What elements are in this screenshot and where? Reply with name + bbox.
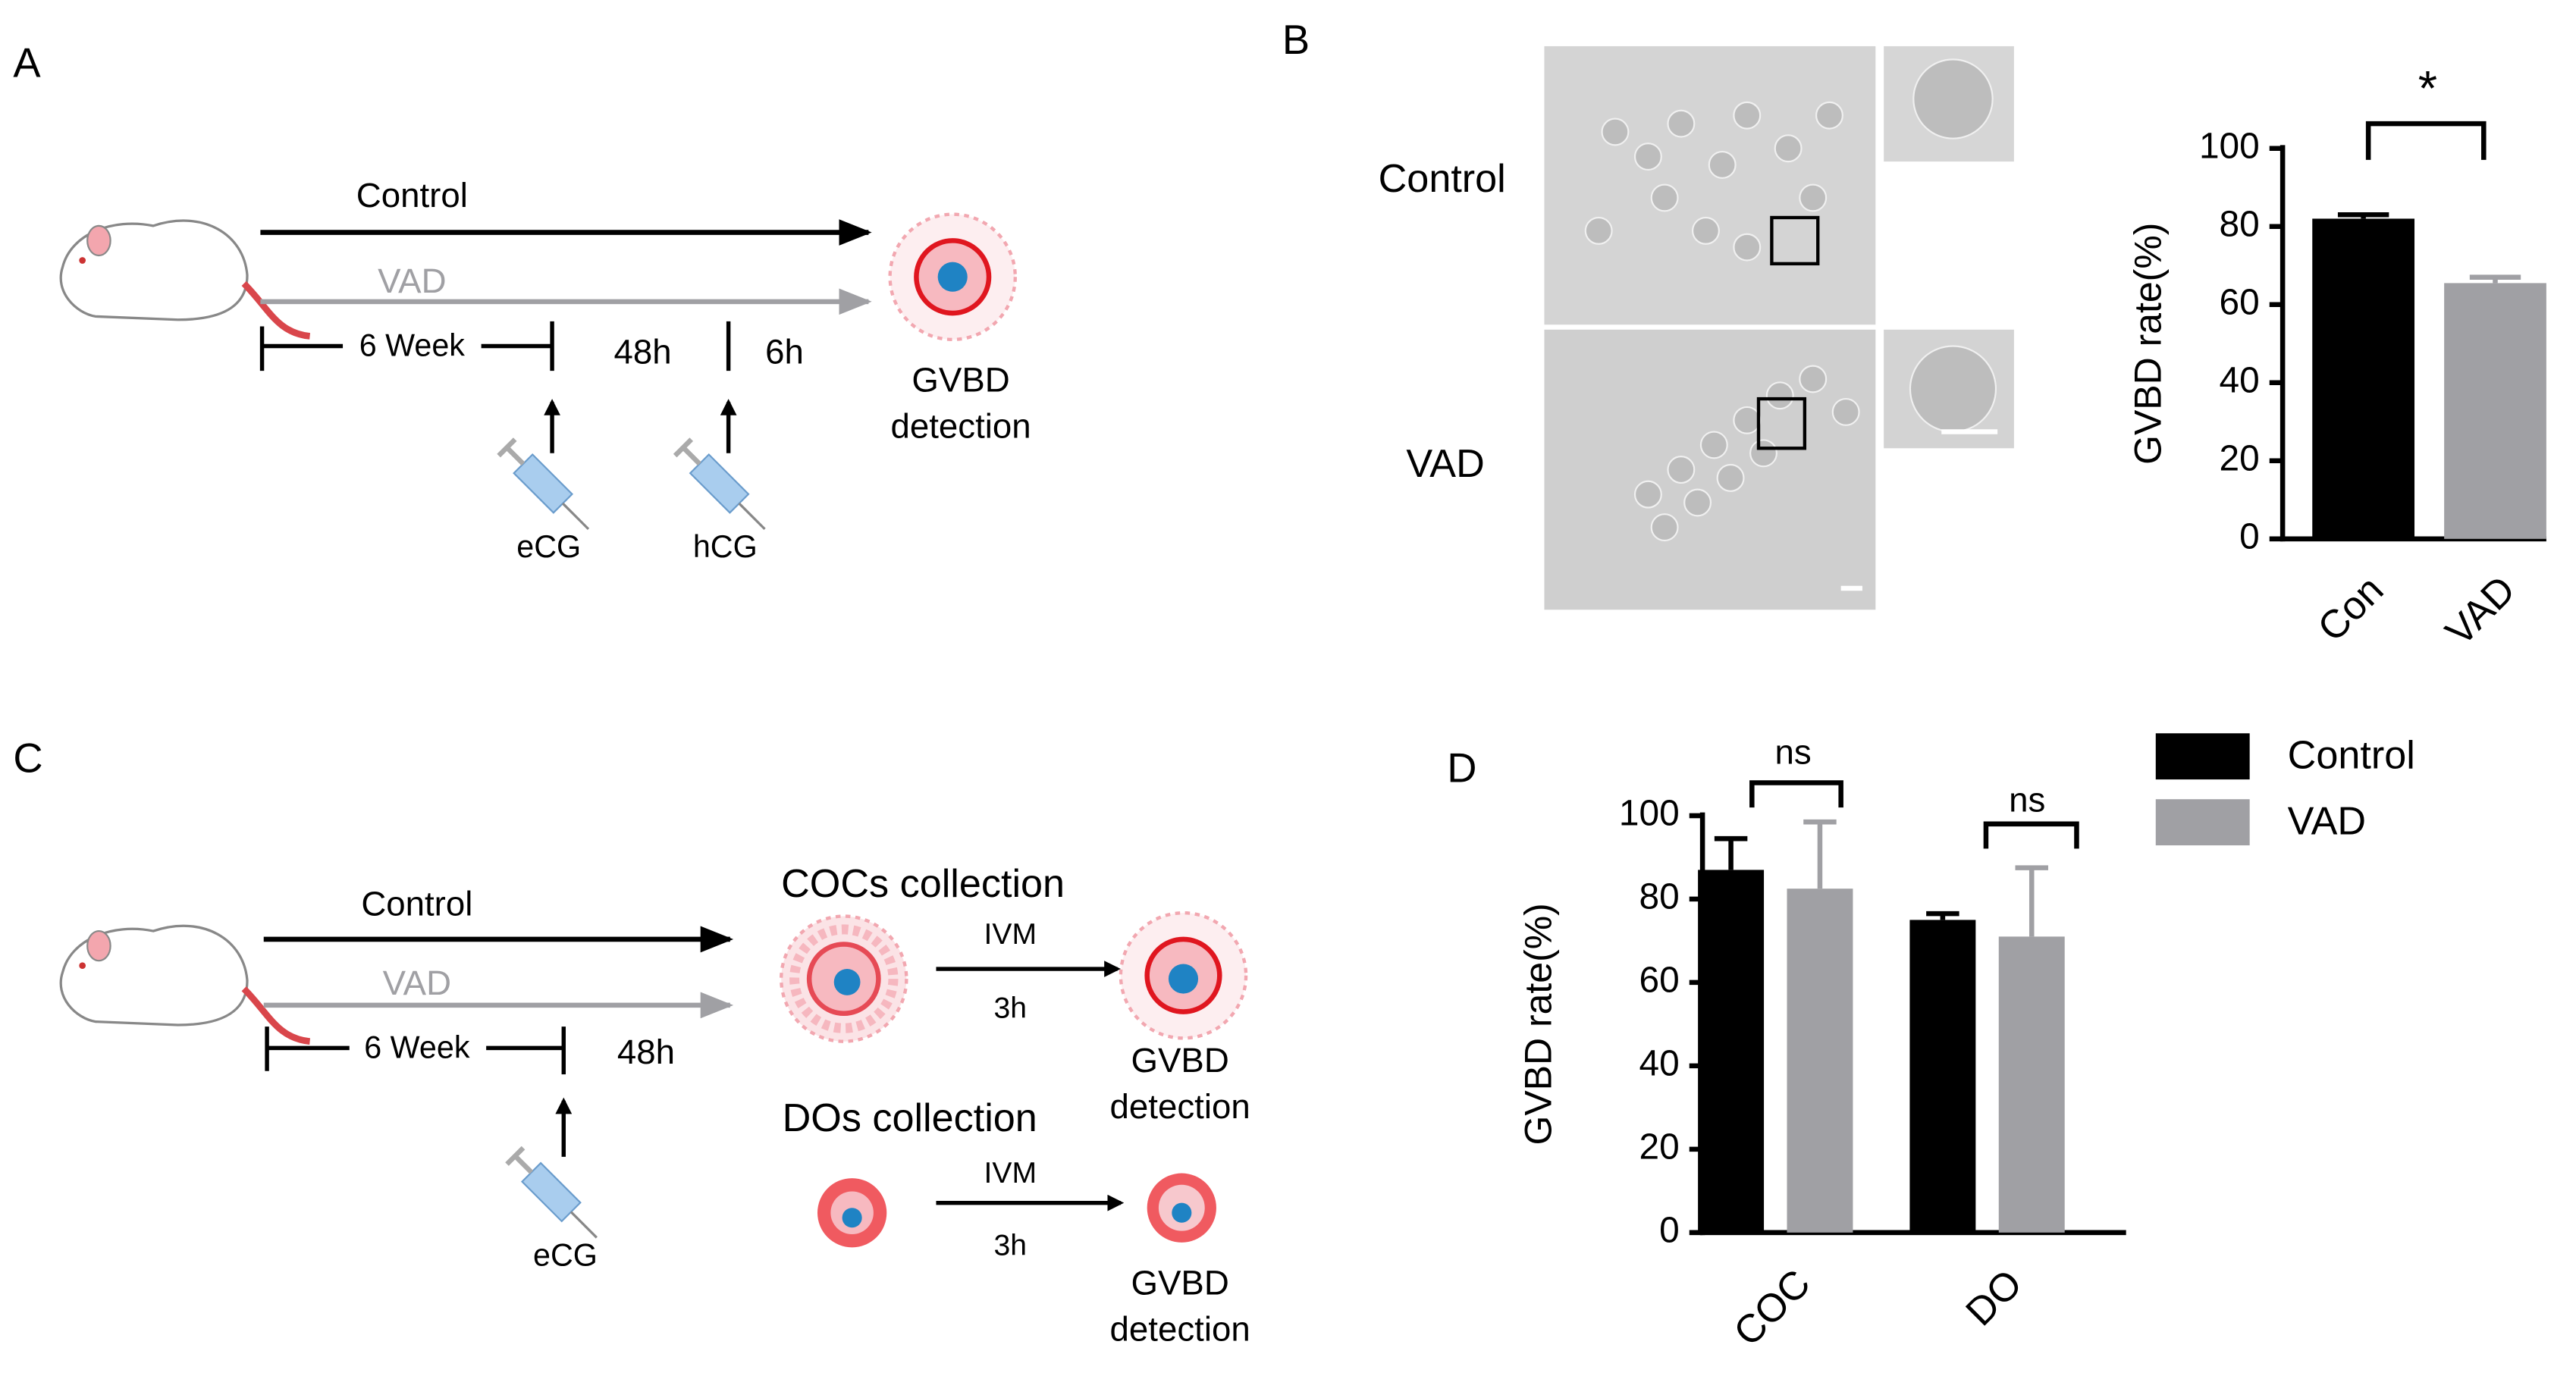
- error-bar: [1714, 835, 1748, 870]
- bar: [1998, 936, 2065, 1233]
- error-bar: [2469, 274, 2521, 284]
- y-tick-label: 0: [2239, 516, 2260, 556]
- step-title: COCs collection: [781, 862, 1065, 906]
- result-label: detection: [1110, 1309, 1250, 1348]
- result-label: GVBD: [1131, 1263, 1228, 1302]
- x-tick-label: DO: [1958, 1262, 2031, 1334]
- y-tick-label: 60: [1639, 961, 1680, 1001]
- row-label: VAD: [1406, 442, 1484, 486]
- injection-label: hCG: [693, 529, 758, 564]
- group-label: Control: [356, 176, 468, 215]
- result-label: detection: [1110, 1087, 1250, 1126]
- group-label: VAD: [383, 964, 451, 1002]
- mouse-icon: [61, 926, 309, 1041]
- step-label: 3h: [994, 992, 1028, 1025]
- bar: [2444, 283, 2546, 539]
- error-bar: [1926, 911, 1959, 920]
- legend-label: VAD: [2288, 800, 2366, 844]
- row-label: Control: [1379, 157, 1506, 201]
- injection-label: eCG: [516, 529, 581, 564]
- y-tick-label: 100: [2199, 126, 2260, 166]
- mouse-icon: [61, 221, 309, 336]
- y-tick-label: 20: [1639, 1127, 1680, 1167]
- legend-label: Control: [2288, 734, 2415, 778]
- x-tick-label: Con: [2310, 568, 2392, 650]
- x-tick-label: VAD: [2437, 568, 2524, 654]
- oocyte-icon: [1121, 913, 1246, 1038]
- panel-label: D: [1447, 745, 1476, 791]
- injection-label: eCG: [533, 1237, 598, 1272]
- timeline: [265, 1027, 573, 1157]
- result-label: detection: [890, 406, 1031, 445]
- bar: [1787, 889, 1853, 1233]
- panel-label: B: [1282, 17, 1310, 63]
- x-tick-label: COC: [1726, 1262, 1819, 1355]
- micrograph: [1544, 45, 2014, 610]
- y-tick-label: 60: [2220, 282, 2260, 322]
- significance-bracket: [1749, 780, 1843, 808]
- syringe-icon: [506, 1147, 606, 1247]
- y-tick-label: 40: [2220, 360, 2260, 400]
- bar: [1698, 870, 1765, 1233]
- y-axis-label: GVBD rate(%): [2126, 223, 2169, 465]
- error-bar: [2337, 212, 2389, 219]
- y-tick-label: 80: [1639, 877, 1680, 917]
- interval-label: 48h: [614, 332, 672, 371]
- result-label: GVBD: [911, 360, 1009, 399]
- legend-swatch: [2155, 799, 2250, 846]
- step-title: DOs collection: [783, 1096, 1037, 1140]
- result-label: GVBD: [1131, 1041, 1228, 1080]
- legend-swatch: [2155, 733, 2250, 780]
- oocyte-icon: [817, 1178, 887, 1248]
- step-label: IVM: [984, 1157, 1037, 1190]
- interval-label: 48h: [617, 1033, 675, 1071]
- syringe-icon: [674, 438, 774, 538]
- panel-label: C: [13, 735, 42, 782]
- duration-label: 6 Week: [359, 328, 466, 363]
- significance-label: *: [2418, 61, 2437, 116]
- significance-bracket: [2365, 121, 2487, 160]
- group-label: VAD: [378, 262, 446, 300]
- oocyte-icon: [890, 215, 1015, 340]
- step-label: 3h: [994, 1230, 1028, 1262]
- duration-label: 6 Week: [364, 1030, 470, 1064]
- group-label: Control: [361, 885, 472, 923]
- y-tick-label: 40: [1639, 1043, 1680, 1083]
- interval-label: 6h: [765, 332, 804, 371]
- timeline: [259, 321, 737, 453]
- bar: [2312, 218, 2415, 539]
- syringe-icon: [497, 438, 598, 538]
- error-bar: [1803, 819, 1837, 889]
- error-bar: [2015, 865, 2048, 937]
- y-tick-label: 80: [2220, 204, 2260, 244]
- y-tick-label: 0: [1659, 1210, 1680, 1250]
- oocyte-icon: [1147, 1173, 1216, 1243]
- y-tick-label: 100: [1619, 794, 1680, 834]
- significance-bracket: [1983, 821, 2079, 849]
- significance-label: ns: [1775, 733, 1812, 772]
- bar: [1909, 920, 1976, 1233]
- step-label: IVM: [984, 918, 1037, 951]
- oocyte-icon: [781, 917, 906, 1042]
- significance-label: ns: [2009, 781, 2045, 820]
- y-tick-label: 20: [2220, 438, 2260, 478]
- panel-label: A: [13, 39, 41, 86]
- y-axis-label: GVBD rate(%): [1517, 903, 1559, 1145]
